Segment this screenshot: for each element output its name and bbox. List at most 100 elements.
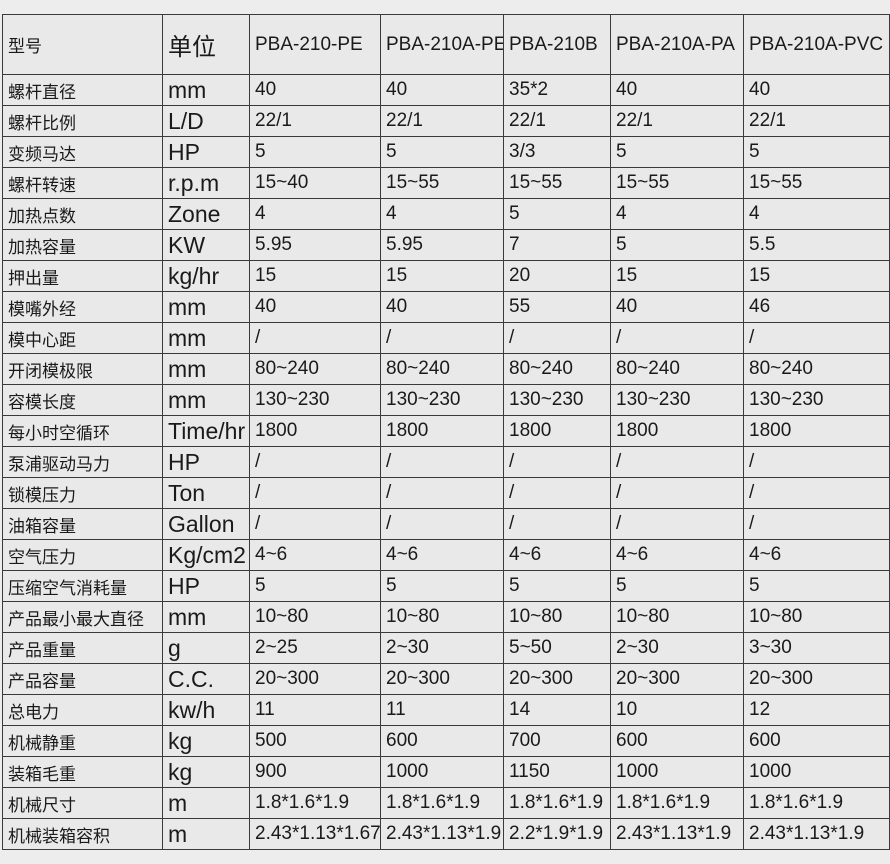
value-cell: 600	[610, 725, 744, 757]
table-row: 押出量 kg/hr 15 15 20 15 15	[2, 260, 890, 292]
value-cell: 5.95	[380, 229, 504, 261]
value-cell: 1.8*1.6*1.9	[743, 787, 890, 819]
value-cell: 700	[503, 725, 611, 757]
value-cell: 4~6	[380, 539, 504, 571]
row-label-cell: 模中心距	[2, 322, 163, 354]
value-cell: 7	[503, 229, 611, 261]
spec-table-container: 型号 单位 PBA-210-PE PBA-210A-PE PBA-210B PBA-2…	[2, 14, 890, 850]
spec-table-body: 螺杆直径 mm 40 40 35*2 40 40 螺杆比例 L/D 22/1 22/1 22/1 22/…	[2, 74, 890, 850]
value-cell: 46	[743, 291, 890, 323]
row-unit-cell: kw/h	[162, 694, 250, 726]
row-unit-cell: mm	[162, 322, 250, 354]
row-unit-cell: mm	[162, 384, 250, 416]
value-cell: /	[380, 446, 504, 478]
value-cell: 40	[380, 74, 504, 106]
row-unit-cell: mm	[162, 74, 250, 106]
table-row: 加热容量 KW 5.95 5.95 7 5 5.5	[2, 229, 890, 261]
value-cell: 2~30	[610, 632, 744, 664]
value-cell: 600	[743, 725, 890, 757]
row-label-cell: 押出量	[2, 260, 163, 292]
row-label-cell: 机械静重	[2, 725, 163, 757]
table-row: 泵浦驱动马力 HP / / / / /	[2, 446, 890, 478]
value-cell: /	[249, 322, 381, 354]
row-unit-cell: m	[162, 787, 250, 819]
value-cell: 40	[249, 74, 381, 106]
value-cell: 1.8*1.6*1.9	[380, 787, 504, 819]
row-unit-cell: Gallon	[162, 508, 250, 540]
table-row: 螺杆直径 mm 40 40 35*2 40 40	[2, 74, 890, 106]
row-unit-cell: Zone	[162, 198, 250, 230]
value-cell: 40	[610, 291, 744, 323]
value-cell: 22/1	[249, 105, 381, 137]
value-cell: 5	[743, 570, 890, 602]
row-label-cell: 螺杆直径	[2, 74, 163, 106]
row-label-cell: 加热点数	[2, 198, 163, 230]
value-cell: /	[380, 508, 504, 540]
value-cell: 3~30	[743, 632, 890, 664]
value-cell: 80~240	[503, 353, 611, 385]
row-label-cell: 空气压力	[2, 539, 163, 571]
value-cell: /	[249, 477, 381, 509]
spec-table: 型号 单位 PBA-210-PE PBA-210A-PE PBA-210B PBA-2…	[2, 14, 890, 850]
model-header-cell: PBA-210B	[503, 14, 611, 75]
value-cell: /	[610, 322, 744, 354]
value-cell: /	[249, 508, 381, 540]
value-cell: 130~230	[503, 384, 611, 416]
value-cell: 10	[610, 694, 744, 726]
table-row: 加热点数 Zone 4 4 5 4 4	[2, 198, 890, 230]
value-cell: 15	[610, 260, 744, 292]
value-cell: 40	[610, 74, 744, 106]
value-cell: 4~6	[610, 539, 744, 571]
row-unit-cell: kg	[162, 756, 250, 788]
row-unit-cell: C.C.	[162, 663, 250, 695]
table-row: 装箱毛重 kg 900 1000 1150 1000 1000	[2, 756, 890, 788]
value-cell: 20	[503, 260, 611, 292]
row-label-cell: 开闭模极限	[2, 353, 163, 385]
unit-column-header: 单位	[162, 14, 250, 75]
table-row: 每小时空循环 Time/hr 1800 1800 1800 1800 1800	[2, 415, 890, 447]
row-label-cell: 泵浦驱动马力	[2, 446, 163, 478]
row-label-cell: 模嘴外经	[2, 291, 163, 323]
row-unit-cell: mm	[162, 601, 250, 633]
value-cell: 22/1	[743, 105, 890, 137]
value-cell: 4	[249, 198, 381, 230]
value-cell: 5	[610, 229, 744, 261]
value-cell: 1800	[249, 415, 381, 447]
row-label-cell: 螺杆比例	[2, 105, 163, 137]
header-row: 型号 单位 PBA-210-PE PBA-210A-PE PBA-210B PBA-2…	[2, 14, 890, 75]
value-cell: 10~80	[610, 601, 744, 633]
value-cell: 4~6	[503, 539, 611, 571]
model-column-header: 型号	[2, 14, 163, 75]
table-row: 机械静重 kg 500 600 700 600 600	[2, 725, 890, 757]
value-cell: 1000	[610, 756, 744, 788]
value-cell: 15~55	[380, 167, 504, 199]
value-cell: 1.8*1.6*1.9	[503, 787, 611, 819]
row-unit-cell: r.p.m	[162, 167, 250, 199]
value-cell: /	[503, 446, 611, 478]
value-cell: /	[503, 508, 611, 540]
value-cell: 1000	[380, 756, 504, 788]
value-cell: 12	[743, 694, 890, 726]
table-row: 产品最小最大直径 mm 10~80 10~80 10~80 10~80 10~80	[2, 601, 890, 633]
row-label-cell: 机械装箱容积	[2, 818, 163, 850]
value-cell: 15	[249, 260, 381, 292]
value-cell: 1.8*1.6*1.9	[610, 787, 744, 819]
value-cell: 5	[610, 136, 744, 168]
table-row: 螺杆比例 L/D 22/1 22/1 22/1 22/1 22/1	[2, 105, 890, 137]
table-row: 产品重量 g 2~25 2~30 5~50 2~30 3~30	[2, 632, 890, 664]
row-unit-cell: kg/hr	[162, 260, 250, 292]
value-cell: 5	[743, 136, 890, 168]
value-cell: 130~230	[249, 384, 381, 416]
row-label-cell: 变频马达	[2, 136, 163, 168]
value-cell: 5	[380, 136, 504, 168]
value-cell: 600	[380, 725, 504, 757]
row-unit-cell: kg	[162, 725, 250, 757]
value-cell: 1000	[743, 756, 890, 788]
table-row: 机械尺寸 m 1.8*1.6*1.9 1.8*1.6*1.9 1.8*1.6*1.9 1.…	[2, 787, 890, 819]
row-unit-cell: L/D	[162, 105, 250, 137]
row-unit-cell: Ton	[162, 477, 250, 509]
value-cell: /	[743, 446, 890, 478]
value-cell: 5	[249, 570, 381, 602]
row-label-cell: 每小时空循环	[2, 415, 163, 447]
value-cell: 5.95	[249, 229, 381, 261]
